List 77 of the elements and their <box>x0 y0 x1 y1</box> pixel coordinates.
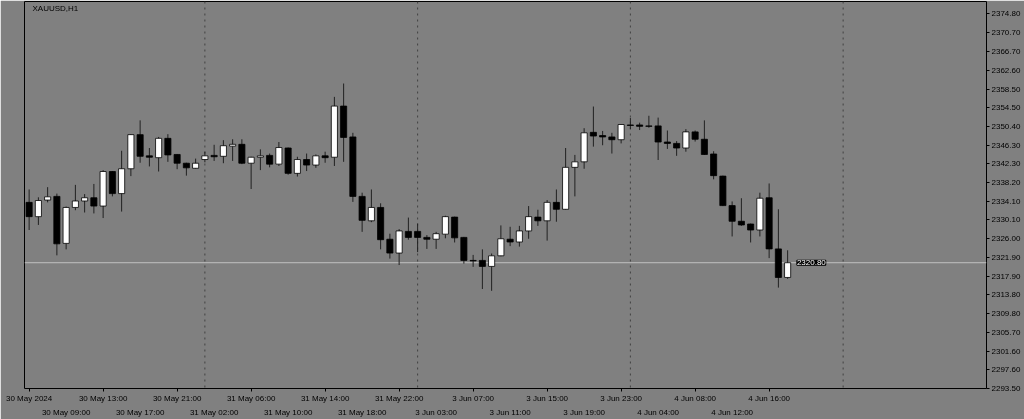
x-tick-label: 30 May 13:00 <box>78 393 128 403</box>
x-tick-label: 30 May 17:00 <box>115 407 165 417</box>
x-tick-label: 3 Jun 15:00 <box>526 393 569 403</box>
x-tick-label: 4 Jun 08:00 <box>674 393 717 403</box>
candlestick <box>515 225 523 248</box>
candlestick <box>256 148 264 171</box>
y-tick-label: 2317.90 <box>991 271 1021 281</box>
candlestick <box>728 200 736 237</box>
y-tick-label: 2321.90 <box>991 253 1021 263</box>
y-tick-label: 2330.10 <box>991 215 1021 225</box>
x-tick-label: 30 May 2024 <box>6 393 53 403</box>
candlestick <box>552 188 560 223</box>
candlestick <box>469 254 477 268</box>
candlestick <box>71 184 79 211</box>
candlestick <box>451 216 459 243</box>
x-tick-label: 30 May 21:00 <box>152 393 202 403</box>
candlestick <box>663 130 671 150</box>
candlestick <box>81 193 89 214</box>
y-tick-label: 2313.80 <box>991 290 1021 300</box>
y-tick-label: 2293.50 <box>991 384 1021 393</box>
candlestick <box>229 138 237 162</box>
x-tick-label: 4 Jun 16:00 <box>748 393 791 403</box>
candlestick <box>737 197 745 227</box>
x-tick-label: 31 May 02:00 <box>189 407 239 417</box>
candlestick <box>293 156 301 178</box>
candlestick <box>460 236 468 265</box>
x-tick-label: 4 Jun 04:00 <box>637 407 680 417</box>
y-tick-label: 2350.40 <box>991 121 1021 131</box>
x-tick-label: 30 May 09:00 <box>41 407 91 417</box>
y-tick-label: 2305.70 <box>991 327 1021 337</box>
candlestick <box>645 115 653 129</box>
candlestick <box>34 196 42 226</box>
candlestick <box>367 188 375 223</box>
candlestick <box>784 249 792 280</box>
x-tick-label: 3 Jun 19:00 <box>563 407 606 417</box>
candlestick <box>404 217 412 241</box>
y-tick-label: 2362.60 <box>991 65 1021 75</box>
y-tick-label: 2358.50 <box>991 84 1021 94</box>
candlestick <box>145 147 153 167</box>
x-tick-label: 31 May 14:00 <box>300 393 350 403</box>
candlestick <box>654 117 662 161</box>
y-tick-label: 2370.70 <box>991 28 1021 38</box>
y-tick-label: 2354.50 <box>991 102 1021 112</box>
candlestick <box>525 205 533 240</box>
y-tick-label: 2301.60 <box>991 346 1021 356</box>
candlestick <box>414 223 422 253</box>
candlestick <box>155 136 163 172</box>
candlestick <box>700 119 708 156</box>
x-tick-label: 31 May 06:00 <box>226 393 276 403</box>
candlestick <box>710 150 718 180</box>
candlestick <box>589 106 597 148</box>
candlestick <box>747 223 755 243</box>
x-tick-label: 3 Jun 11:00 <box>489 407 532 417</box>
candlestick <box>478 248 486 290</box>
y-tick-label: 2374.80 <box>991 9 1021 19</box>
y-tick-label: 2297.60 <box>991 365 1021 375</box>
ref-line-label: 2320.80 <box>796 258 827 268</box>
x-tick-label: 3 Jun 03:00 <box>415 407 458 417</box>
x-tick-label: 31 May 10:00 <box>263 407 313 417</box>
x-tick-label: 3 Jun 23:00 <box>600 393 643 403</box>
y-tick-label: 2338.20 <box>991 178 1021 188</box>
x-tick-label: 4 Jun 12:00 <box>711 407 754 417</box>
candlestick <box>219 139 227 164</box>
chart-title: XAUUSD,H1 <box>32 3 79 13</box>
y-tick-label: 2309.80 <box>991 308 1021 318</box>
x-tick-label: 3 Jun 07:00 <box>452 393 495 403</box>
x-tick-label: 31 May 22:00 <box>374 393 424 403</box>
candlestick <box>108 170 116 197</box>
candlestick <box>358 192 366 233</box>
candlestick <box>571 154 579 197</box>
y-tick-label: 2342.30 <box>991 159 1021 169</box>
y-tick-label: 2366.70 <box>991 46 1021 56</box>
x-tick-label: 31 May 18:00 <box>337 407 387 417</box>
y-tick-label: 2334.10 <box>991 196 1021 206</box>
y-tick-label: 2346.30 <box>991 140 1021 150</box>
y-tick-label: 2326.00 <box>991 234 1021 244</box>
candlestick <box>488 253 496 292</box>
